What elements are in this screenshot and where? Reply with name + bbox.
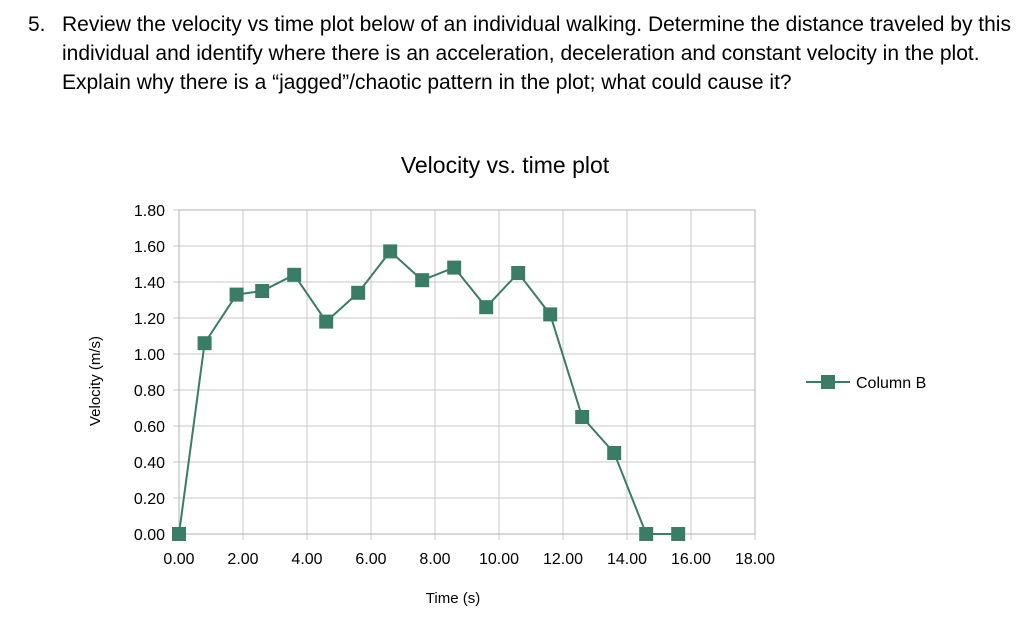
data-point [447,260,462,275]
y-tick-label: 0.40 [134,455,165,472]
x-tick-label: 0.00 [163,551,194,568]
question-text: Review the velocity vs time plot below o… [62,13,1011,94]
data-point [383,244,398,259]
series-group [172,244,686,541]
y-axis-label: Velocity (m/s) [87,336,104,426]
data-point [511,266,526,280]
series-line [178,249,679,535]
y-tick-label: 1.80 [134,203,165,220]
x-tick-label: 4.00 [291,551,322,568]
data-point [575,410,590,424]
x-tick-label: 14.00 [607,551,647,568]
question-number: 5. [28,13,46,36]
data-point [607,446,622,460]
y-tick-label: 0.60 [134,419,165,436]
data-point [172,527,186,541]
grid [173,209,756,540]
data-point [671,527,686,541]
y-tick-label: 1.40 [134,275,165,292]
data-point [229,287,244,302]
data-point [415,273,430,288]
y-tick-label: 0.20 [134,491,165,508]
data-point [351,285,366,300]
data-point [287,267,302,282]
x-tick-label: 12.00 [543,551,583,568]
legend: Column B [806,375,926,392]
data-point [197,336,212,351]
x-tick-label: 10.00 [479,551,519,568]
chart-title: Velocity vs. time plot [401,152,610,178]
y-tick-label: 0.00 [134,527,165,544]
x-tick-label: 6.00 [355,551,386,568]
y-tick-label: 1.00 [134,347,165,364]
x-tick-label: 18.00 [735,551,775,568]
x-tick-label: 8.00 [419,551,450,568]
data-point [255,284,270,298]
x-tick-label: 2.00 [227,551,258,568]
x-axis-label: Time (s) [426,590,480,607]
question: 5. Review the velocity vs time plot belo… [28,10,1018,97]
y-tick-label: 1.20 [134,311,165,328]
data-point [319,314,334,329]
x-tick-label: 16.00 [671,551,711,568]
plot-area [178,209,756,535]
x-tick-labels: 0.00 2.00 4.00 6.00 8.00 10.00 12.00 14.00 16.00… [163,551,775,568]
y-tick-labels: 0.00 0.20 0.40 0.60 0.80 1.00 1.20 1.40 1.60 1.80 [134,203,165,544]
y-tick-label: 0.80 [134,383,165,400]
y-tick-label: 1.60 [134,239,165,256]
data-point [639,527,654,541]
data-point [479,300,494,315]
data-point [543,307,558,322]
legend-marker [821,375,835,389]
legend-label: Column B [856,375,926,392]
